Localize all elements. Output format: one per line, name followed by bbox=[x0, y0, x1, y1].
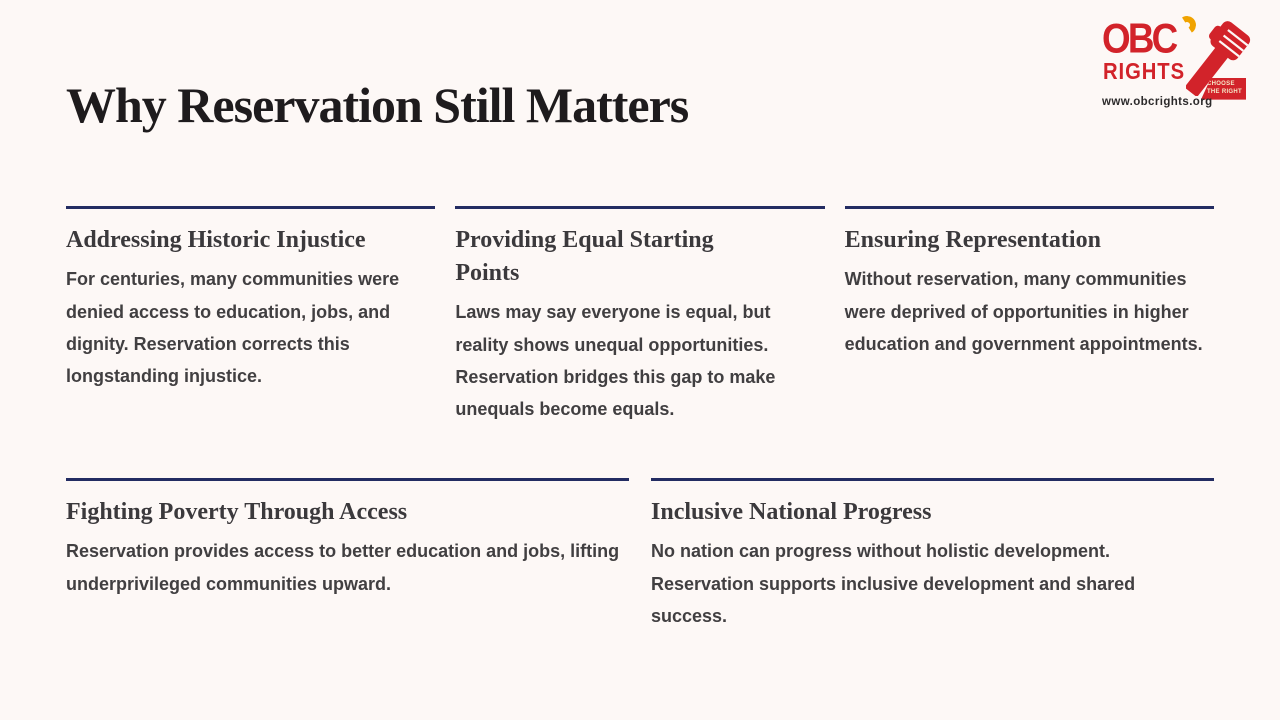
raised-fist-icon bbox=[1186, 21, 1251, 96]
logo-tagline: CHOOSE THE RIGHT bbox=[1200, 78, 1246, 100]
logo-wordmark-rights: RIGHTS bbox=[1103, 57, 1185, 85]
obc-rights-logo: OBC RIGHTS CHOOSE THE RIGHT bbox=[1102, 14, 1251, 110]
card-body: Laws may say everyone is equal, but real… bbox=[455, 302, 776, 420]
card-heading: Fighting Poverty Through Access bbox=[66, 499, 408, 525]
card-ensuring-representation: Ensuring Representation Without reservat… bbox=[844, 206, 1214, 426]
top-card-row: Addressing Historic Injustice For centur… bbox=[66, 206, 1214, 426]
card-heading: Inclusive National Progress bbox=[651, 499, 932, 525]
card-fighting-poverty: Fighting Poverty Through Access Reservat… bbox=[66, 478, 629, 632]
card-equal-starting-points: Providing Equal Starting Points Laws may… bbox=[455, 206, 825, 426]
card-heading: Addressing Historic Injustice bbox=[66, 227, 366, 253]
bottom-card-row: Fighting Poverty Through Access Reservat… bbox=[66, 478, 1214, 632]
card-heading: Providing Equal Starting Points bbox=[455, 227, 714, 287]
logo-inner: OBC RIGHTS CHOOSE THE RIGHT bbox=[1102, 14, 1251, 100]
card-body: Reservation provides access to better ed… bbox=[66, 541, 620, 594]
card-body: For centuries, many communities were den… bbox=[66, 269, 400, 387]
card-body: No nation can progress without holistic … bbox=[651, 541, 1136, 626]
card-heading: Ensuring Representation bbox=[844, 227, 1101, 253]
logo-tagline-line1: CHOOSE bbox=[1206, 81, 1235, 87]
page-title: Why Reservation Still Matters bbox=[66, 77, 689, 133]
logo-website: www.obcrights.org bbox=[1102, 96, 1213, 108]
card-historic-injustice: Addressing Historic Injustice For centur… bbox=[66, 206, 436, 426]
card-body: Without reservation, many communities we… bbox=[844, 269, 1203, 354]
logo-wordmark-obc: OBC bbox=[1102, 15, 1178, 63]
logo-tagline-line2: THE RIGHT bbox=[1206, 88, 1242, 95]
card-inclusive-progress: Inclusive National Progress No nation ca… bbox=[651, 478, 1214, 632]
